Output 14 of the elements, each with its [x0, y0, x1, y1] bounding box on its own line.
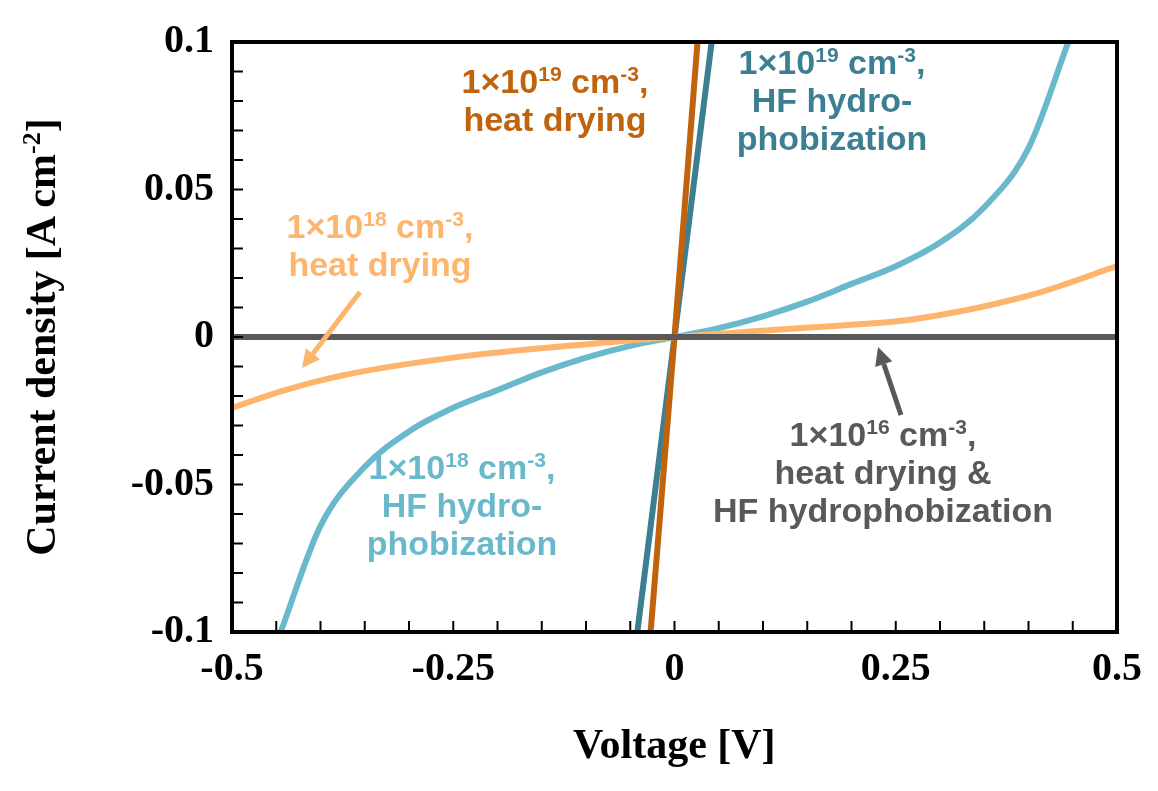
x-tick-label: 0.5: [1092, 644, 1142, 690]
series-label: 1×10$^{18}$ cm$^{-3}$, HF hydro- phobization: [366, 447, 558, 563]
x-tick-label: 0: [664, 644, 685, 690]
x-axis-title: Voltage [V]: [573, 720, 776, 768]
annotation: 1×10$^{16}$ cm$^{-3}$, heat drying & HF hydrophobization: [713, 414, 1054, 530]
y-tick-label: 0.1: [164, 16, 214, 62]
text: 1×10$^{18}$ cm$^{-3}$, heat drying: [286, 206, 474, 284]
x-tick-label: -0.25: [411, 644, 495, 690]
x-tick-label: 0.25: [860, 644, 931, 690]
series-label: 1×10$^{19}$ cm$^{-3}$, HF hydro- phobization: [736, 42, 928, 158]
y-tick-label: 0.05: [144, 163, 214, 209]
y-tick-label: 0: [194, 311, 214, 357]
y-tick-label: -0.05: [130, 458, 214, 504]
series-label: 1×10$^{19}$ cm$^{-3}$, heat drying: [461, 61, 649, 139]
